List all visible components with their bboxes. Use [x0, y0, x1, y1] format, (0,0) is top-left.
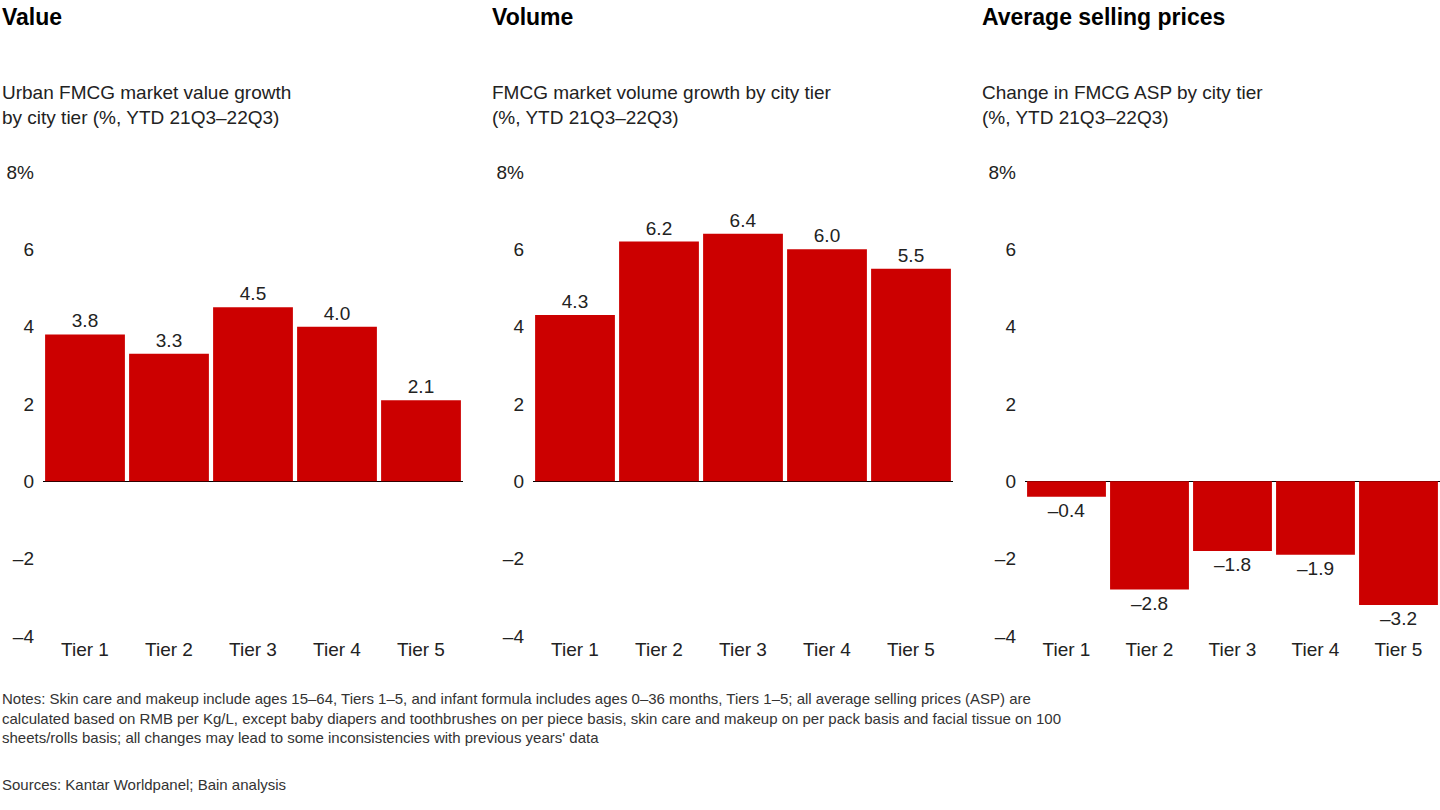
svg-text:2: 2: [513, 394, 524, 415]
svg-text:3.8: 3.8: [72, 310, 98, 331]
svg-text:–3.2: –3.2: [1380, 608, 1417, 629]
svg-text:6.4: 6.4: [730, 210, 757, 231]
svg-text:Tier 4: Tier 4: [1292, 639, 1340, 660]
svg-text:6: 6: [513, 239, 524, 260]
svg-text:4: 4: [513, 316, 524, 337]
svg-text:–4: –4: [995, 626, 1017, 647]
svg-text:Tier 1: Tier 1: [551, 639, 599, 660]
svg-text:6: 6: [1005, 239, 1016, 260]
svg-text:4: 4: [1005, 316, 1016, 337]
svg-text:3.3: 3.3: [156, 330, 182, 351]
svg-text:–2: –2: [13, 548, 34, 569]
svg-text:6: 6: [23, 239, 34, 260]
svg-text:2: 2: [23, 394, 34, 415]
svg-text:Tier 3: Tier 3: [1209, 639, 1257, 660]
svg-text:–4: –4: [13, 626, 35, 647]
svg-text:Tier 5: Tier 5: [887, 639, 935, 660]
svg-text:Tier 4: Tier 4: [313, 639, 361, 660]
svg-text:Tier 2: Tier 2: [1126, 639, 1174, 660]
svg-text:6.2: 6.2: [646, 218, 672, 239]
svg-text:–2: –2: [995, 548, 1016, 569]
svg-text:0: 0: [23, 471, 34, 492]
svg-text:Urban FMCG market value growth: Urban FMCG market value growthby city ti…: [2, 82, 291, 128]
svg-text:4: 4: [23, 316, 34, 337]
svg-text:Tier 3: Tier 3: [229, 639, 277, 660]
svg-text:6.0: 6.0: [814, 225, 840, 246]
svg-text:Tier 5: Tier 5: [397, 639, 445, 660]
svg-text:8%: 8%: [7, 162, 35, 183]
svg-text:–2.8: –2.8: [1131, 593, 1168, 614]
svg-text:5.5: 5.5: [898, 245, 924, 266]
svg-text:Volume: Volume: [492, 4, 573, 30]
svg-text:–1.8: –1.8: [1214, 554, 1251, 575]
svg-text:–0.4: –0.4: [1048, 500, 1085, 521]
svg-text:Change in FMCG ASP by city tie: Change in FMCG ASP by city tier(%, YTD 2…: [982, 82, 1263, 128]
svg-text:Value: Value: [2, 4, 62, 30]
svg-text:Tier 1: Tier 1: [61, 639, 109, 660]
svg-text:FMCG market volume growth by c: FMCG market volume growth by city tier(%…: [492, 82, 832, 128]
svg-text:Tier 2: Tier 2: [635, 639, 683, 660]
svg-text:8%: 8%: [497, 162, 525, 183]
svg-text:Tier 1: Tier 1: [1043, 639, 1091, 660]
svg-text:4.3: 4.3: [562, 291, 588, 312]
svg-text:8%: 8%: [989, 162, 1017, 183]
svg-text:–4: –4: [503, 626, 525, 647]
svg-text:4.0: 4.0: [324, 303, 350, 324]
svg-text:2: 2: [1005, 394, 1016, 415]
svg-text:–2: –2: [503, 548, 524, 569]
svg-text:Tier 4: Tier 4: [803, 639, 851, 660]
svg-text:Tier 5: Tier 5: [1375, 639, 1423, 660]
svg-text:Tier 2: Tier 2: [145, 639, 193, 660]
svg-text:Tier 3: Tier 3: [719, 639, 767, 660]
svg-text:0: 0: [1005, 471, 1016, 492]
svg-text:Sources: Kantar Worldpanel; Ba: Sources: Kantar Worldpanel; Bain analysi…: [2, 776, 286, 793]
svg-text:4.5: 4.5: [240, 283, 266, 304]
svg-text:Average selling prices: Average selling prices: [982, 4, 1225, 30]
svg-text:–1.9: –1.9: [1297, 558, 1334, 579]
svg-text:0: 0: [513, 471, 524, 492]
svg-text:Notes: Skin care and makeup in: Notes: Skin care and makeup include ages…: [2, 690, 1061, 746]
svg-text:2.1: 2.1: [408, 376, 434, 397]
